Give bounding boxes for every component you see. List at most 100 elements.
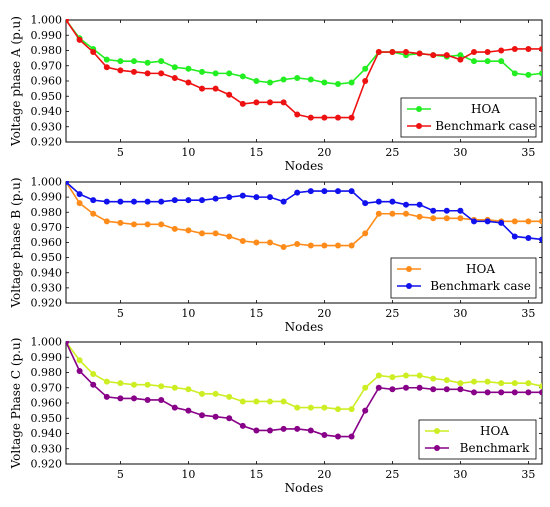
legend: HOA Benchmark case	[400, 97, 537, 138]
data-point	[525, 71, 532, 78]
data-point	[389, 386, 396, 393]
data-point	[457, 380, 464, 387]
data-point	[267, 194, 273, 201]
data-point	[471, 58, 477, 65]
data-point	[430, 52, 437, 59]
data-point	[348, 433, 355, 440]
x-tick-label: 20	[317, 307, 331, 320]
legend-box	[400, 97, 537, 138]
data-point	[76, 357, 83, 364]
data-point	[253, 78, 260, 84]
y-tick-label: 0.930	[31, 120, 63, 133]
data-point	[171, 225, 178, 232]
data-point	[185, 386, 192, 393]
data-point	[294, 241, 301, 248]
data-point	[144, 396, 151, 403]
data-point	[484, 49, 491, 56]
y-tick-label: 0.960	[31, 75, 63, 88]
legend-label: HOA	[466, 262, 495, 276]
y-tick-label: 0.920	[31, 136, 63, 149]
data-point	[362, 230, 369, 237]
data-point	[443, 377, 450, 384]
data-point	[525, 389, 532, 396]
y-tick-label: 0.990	[31, 29, 63, 42]
x-tick-label: 30	[453, 307, 467, 320]
data-point	[539, 45, 542, 52]
data-point	[389, 374, 396, 381]
data-point	[76, 191, 83, 198]
y-tick-label: 0.960	[31, 236, 63, 249]
data-point	[430, 215, 437, 222]
data-point	[90, 381, 97, 388]
x-tick-label: 35	[521, 307, 535, 320]
data-point	[253, 239, 260, 246]
y-tick-label: 0.970	[31, 381, 63, 394]
data-point	[321, 114, 328, 121]
legend-marker	[416, 123, 422, 129]
series-2	[66, 19, 542, 121]
data-point	[484, 378, 491, 385]
data-point	[430, 386, 437, 393]
data-point	[403, 372, 409, 379]
data-point	[307, 404, 314, 411]
data-point	[103, 393, 110, 400]
x-axis-label: Nodes	[285, 320, 324, 334]
data-point	[443, 215, 450, 222]
data-point	[416, 372, 423, 379]
data-point	[511, 380, 518, 387]
data-point	[267, 79, 273, 86]
data-point	[335, 406, 341, 413]
legend-label: Benchmark case	[435, 119, 536, 133]
y-axis-label: Voltage phase B (p.u)	[9, 177, 23, 308]
y-tick-label: 0.990	[31, 351, 63, 364]
data-point	[131, 221, 137, 228]
data-point	[375, 372, 382, 379]
data-point	[171, 74, 178, 81]
y-tick-label: 0.970	[31, 59, 63, 72]
data-point	[144, 70, 151, 77]
series-line	[66, 19, 542, 85]
data-point	[457, 56, 464, 63]
data-point	[158, 70, 165, 77]
data-point	[416, 50, 423, 57]
x-tick-label: 30	[453, 468, 467, 481]
data-point	[307, 242, 314, 249]
data-point	[362, 200, 369, 207]
data-point	[212, 70, 219, 77]
data-point	[199, 390, 205, 397]
data-point	[185, 197, 192, 204]
data-point	[375, 210, 382, 217]
legend: HOA Benchmark	[418, 419, 537, 460]
plot-frame	[65, 181, 543, 304]
data-point	[267, 427, 273, 434]
y-tick-label: 0.920	[31, 458, 63, 471]
data-point	[239, 73, 246, 80]
data-point	[471, 49, 477, 56]
data-point	[226, 91, 233, 98]
data-point	[226, 393, 233, 400]
y-tick-label: 1.000	[31, 176, 63, 189]
data-point	[144, 198, 151, 205]
y-tick-label: 0.930	[31, 442, 63, 455]
data-point	[321, 79, 328, 86]
y-tick-label: 0.950	[31, 412, 63, 425]
series-1	[66, 341, 542, 413]
y-tick-label: 0.980	[31, 206, 63, 219]
data-point	[307, 427, 314, 434]
data-point	[403, 49, 409, 56]
data-point	[443, 52, 450, 59]
y-axis-label: Voltage phase A (p.u)	[9, 16, 23, 147]
y-tick-label: 0.940	[31, 427, 63, 440]
data-point	[239, 422, 246, 429]
data-point	[457, 207, 464, 214]
legend: HOA Benchmark case	[390, 257, 537, 299]
y-axis-label: Voltage Phase C (p.u)	[9, 338, 23, 470]
data-point	[212, 230, 219, 237]
x-tick-label: 35	[521, 146, 535, 159]
data-point	[280, 99, 287, 106]
data-point	[443, 207, 450, 214]
chart-2: 0.920 0.930 0.940 0.950 0.960 0.970 0.980 0.990…	[9, 176, 543, 334]
legend-marker	[406, 266, 412, 272]
data-point	[66, 19, 69, 23]
y-tick-label: 0.950	[31, 251, 63, 264]
